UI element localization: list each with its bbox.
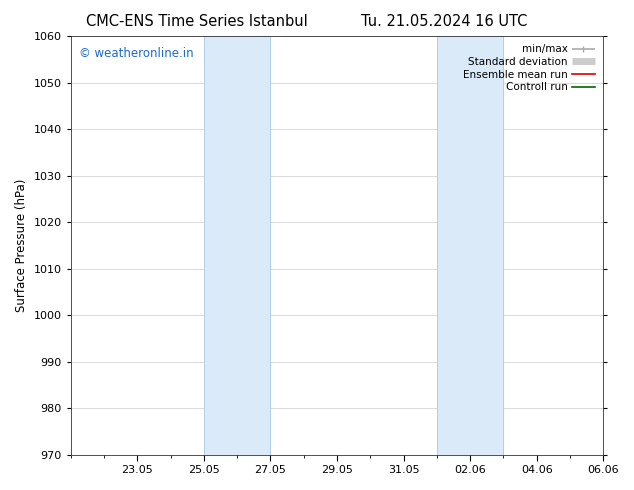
- Bar: [437, 36, 503, 455]
- Text: CMC-ENS Time Series Istanbul: CMC-ENS Time Series Istanbul: [86, 14, 307, 29]
- Text: © weatheronline.in: © weatheronline.in: [79, 47, 193, 60]
- Legend: min/max, Standard deviation, Ensemble mean run, Controll run: min/max, Standard deviation, Ensemble me…: [460, 41, 598, 96]
- Bar: [204, 36, 270, 455]
- Text: Tu. 21.05.2024 16 UTC: Tu. 21.05.2024 16 UTC: [361, 14, 527, 29]
- Y-axis label: Surface Pressure (hPa): Surface Pressure (hPa): [15, 179, 28, 312]
